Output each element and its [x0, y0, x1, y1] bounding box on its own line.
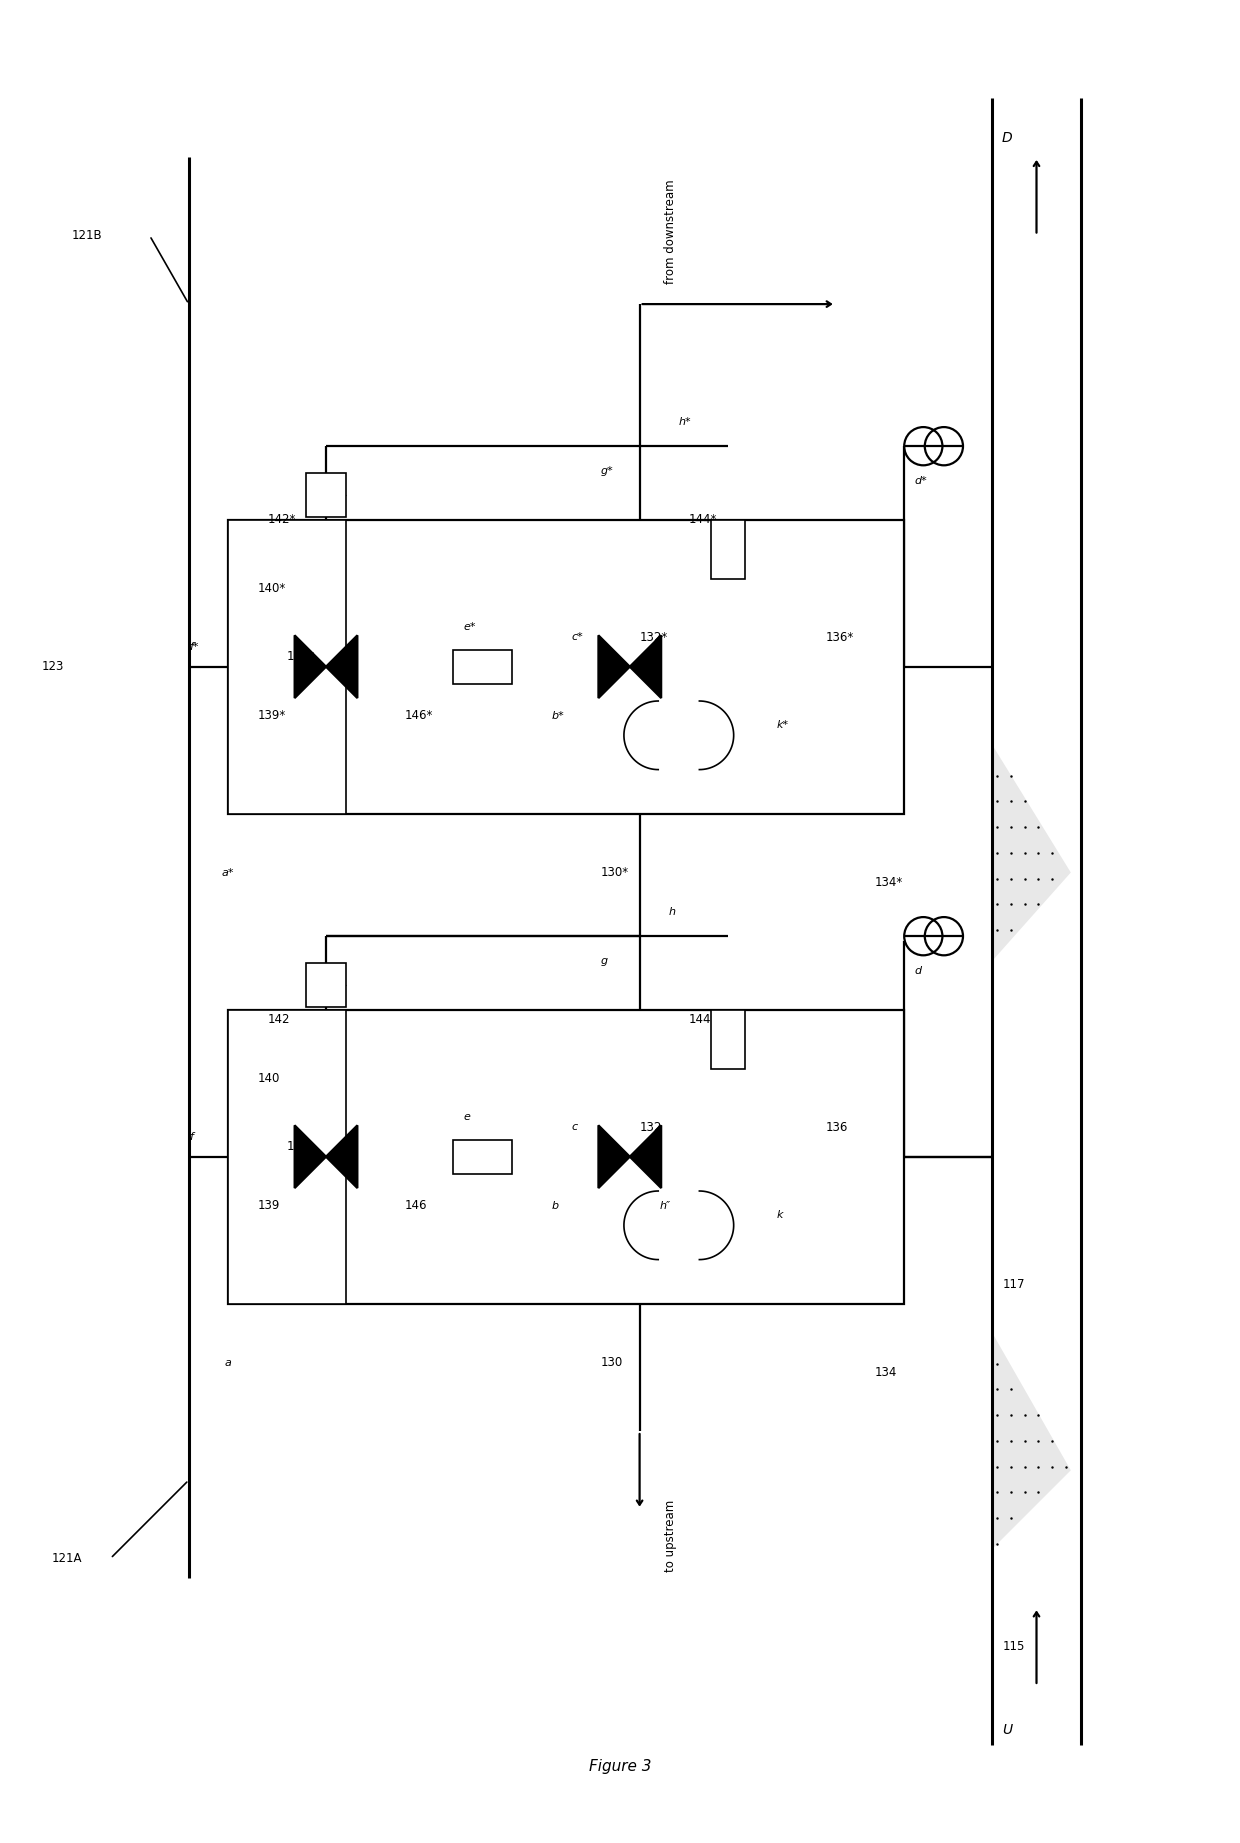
Text: 144*: 144*: [688, 512, 717, 527]
Text: b: b: [552, 1200, 558, 1211]
Text: k: k: [776, 1211, 784, 1220]
Text: a: a: [224, 1358, 232, 1368]
Text: a*: a*: [222, 868, 234, 877]
Text: e*: e*: [464, 623, 476, 632]
Text: 146*: 146*: [404, 710, 433, 722]
Text: from downstream: from downstream: [665, 181, 677, 284]
Text: Figure 3: Figure 3: [589, 1758, 651, 1775]
Text: d*: d*: [914, 475, 926, 485]
Text: D: D: [1002, 131, 1012, 144]
Text: 121B: 121B: [71, 229, 102, 241]
Text: c: c: [570, 1122, 577, 1132]
Text: 121A: 121A: [52, 1552, 82, 1565]
Polygon shape: [599, 1126, 630, 1189]
Bar: [228, 1010, 346, 1303]
Polygon shape: [630, 636, 661, 698]
Text: g*: g*: [600, 466, 613, 475]
Text: 134*: 134*: [874, 875, 903, 888]
Polygon shape: [295, 1126, 326, 1189]
Text: 139*: 139*: [258, 710, 285, 722]
Text: h″: h″: [660, 1200, 671, 1211]
Text: 139: 139: [258, 1200, 280, 1213]
Text: 140: 140: [258, 1073, 280, 1086]
Text: d: d: [914, 966, 921, 975]
Text: 144: 144: [688, 1014, 711, 1027]
Text: 146: 146: [404, 1200, 427, 1213]
Text: 132: 132: [640, 1121, 662, 1133]
Polygon shape: [599, 636, 630, 698]
Text: 138*: 138*: [286, 651, 315, 663]
Text: g: g: [600, 957, 608, 966]
Polygon shape: [326, 1126, 357, 1189]
Polygon shape: [992, 745, 1071, 960]
Text: to upstream: to upstream: [665, 1500, 677, 1572]
Text: f: f: [188, 1132, 192, 1143]
Text: 138: 138: [286, 1141, 309, 1154]
Bar: [306, 474, 346, 518]
Text: 140*: 140*: [258, 582, 285, 595]
Polygon shape: [295, 636, 326, 698]
Text: 130: 130: [600, 1356, 622, 1369]
Polygon shape: [992, 1332, 1071, 1548]
Text: h: h: [670, 907, 676, 916]
Bar: [228, 1010, 904, 1303]
Text: 134: 134: [874, 1366, 898, 1379]
Text: 136*: 136*: [826, 630, 854, 643]
Bar: [454, 649, 512, 684]
Text: h*: h*: [678, 417, 692, 428]
Text: c*: c*: [570, 632, 583, 643]
Bar: [228, 520, 904, 815]
Text: 115: 115: [1002, 1640, 1024, 1653]
Text: 136: 136: [826, 1121, 848, 1133]
Text: f*: f*: [188, 641, 198, 652]
Polygon shape: [630, 1126, 661, 1189]
Text: 117: 117: [1002, 1277, 1024, 1290]
Bar: [306, 964, 346, 1008]
Bar: [711, 1010, 745, 1069]
Text: 132*: 132*: [640, 630, 668, 643]
Text: 142*: 142*: [267, 512, 295, 527]
Text: 130*: 130*: [600, 866, 629, 879]
Polygon shape: [326, 636, 357, 698]
Bar: [454, 1139, 512, 1174]
Text: e: e: [464, 1113, 470, 1122]
Text: 142: 142: [267, 1014, 290, 1027]
Text: U: U: [1002, 1723, 1012, 1736]
Text: k*: k*: [776, 721, 789, 730]
Bar: [228, 520, 346, 815]
Text: b*: b*: [552, 711, 564, 721]
Text: 123: 123: [42, 660, 64, 673]
Bar: [711, 520, 745, 579]
